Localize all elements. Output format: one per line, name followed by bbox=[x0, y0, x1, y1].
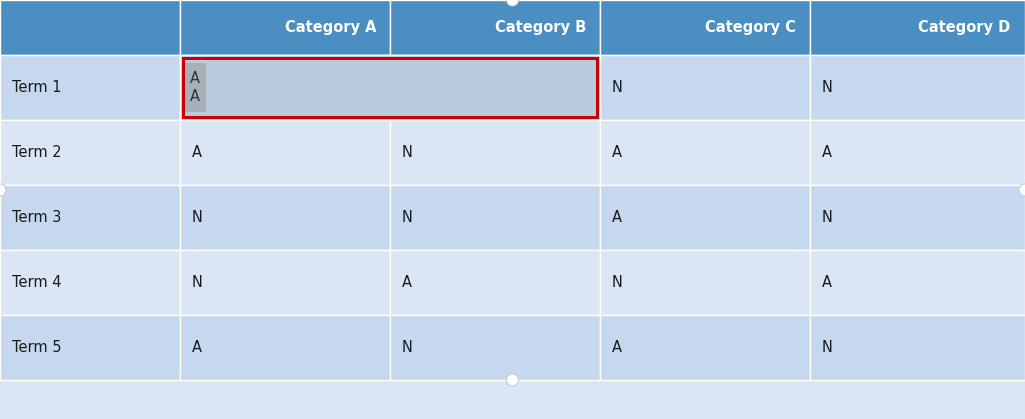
Bar bbox=[810, 0, 1025, 55]
Bar bbox=[600, 250, 810, 315]
Bar bbox=[0, 55, 180, 120]
Text: A: A bbox=[612, 340, 622, 355]
Text: A: A bbox=[192, 145, 202, 160]
Bar bbox=[810, 120, 1025, 185]
Bar bbox=[180, 55, 390, 120]
Bar bbox=[0, 315, 180, 380]
Text: N: N bbox=[822, 210, 833, 225]
Text: Term 2: Term 2 bbox=[12, 145, 62, 160]
Text: Category D: Category D bbox=[917, 20, 1010, 35]
Bar bbox=[180, 55, 600, 120]
Bar bbox=[180, 185, 390, 250]
Text: A
A: A A bbox=[190, 71, 200, 103]
Bar bbox=[0, 250, 180, 315]
Bar bbox=[0, 185, 180, 250]
Bar bbox=[600, 120, 810, 185]
Bar bbox=[810, 55, 1025, 120]
Bar bbox=[600, 55, 810, 120]
Bar bbox=[0, 0, 180, 55]
Circle shape bbox=[506, 0, 519, 6]
Text: A: A bbox=[402, 275, 412, 290]
Bar bbox=[180, 315, 390, 380]
Bar bbox=[184, 63, 206, 112]
Text: Category A: Category A bbox=[285, 20, 376, 35]
Text: Term 1: Term 1 bbox=[12, 80, 62, 95]
Bar bbox=[600, 0, 810, 55]
Bar bbox=[810, 315, 1025, 380]
Text: Term 5: Term 5 bbox=[12, 340, 62, 355]
Circle shape bbox=[1019, 184, 1025, 196]
Bar bbox=[600, 315, 810, 380]
Bar bbox=[180, 120, 390, 185]
Bar bbox=[390, 185, 600, 250]
Text: A: A bbox=[822, 275, 832, 290]
Text: Category B: Category B bbox=[495, 20, 586, 35]
Text: N: N bbox=[822, 80, 833, 95]
Bar bbox=[600, 185, 810, 250]
Bar bbox=[390, 55, 600, 120]
Text: N: N bbox=[192, 210, 203, 225]
Text: Category C: Category C bbox=[705, 20, 795, 35]
Text: Term 4: Term 4 bbox=[12, 275, 62, 290]
Text: N: N bbox=[402, 145, 413, 160]
Bar bbox=[390, 0, 600, 55]
Bar bbox=[180, 0, 390, 55]
Text: Term 3: Term 3 bbox=[12, 210, 62, 225]
Text: N: N bbox=[402, 340, 413, 355]
Text: N: N bbox=[192, 275, 203, 290]
Bar bbox=[390, 315, 600, 380]
Bar bbox=[390, 120, 600, 185]
Text: N: N bbox=[612, 80, 623, 95]
Bar bbox=[810, 185, 1025, 250]
Bar bbox=[390, 250, 600, 315]
Bar bbox=[183, 58, 597, 117]
Bar bbox=[810, 250, 1025, 315]
Text: N: N bbox=[402, 210, 413, 225]
Bar bbox=[180, 250, 390, 315]
Text: A: A bbox=[192, 340, 202, 355]
Circle shape bbox=[0, 184, 6, 196]
Text: N: N bbox=[612, 275, 623, 290]
Bar bbox=[0, 120, 180, 185]
Text: N: N bbox=[822, 340, 833, 355]
Circle shape bbox=[506, 374, 519, 386]
Text: A: A bbox=[612, 210, 622, 225]
Text: A: A bbox=[822, 145, 832, 160]
Text: A: A bbox=[612, 145, 622, 160]
